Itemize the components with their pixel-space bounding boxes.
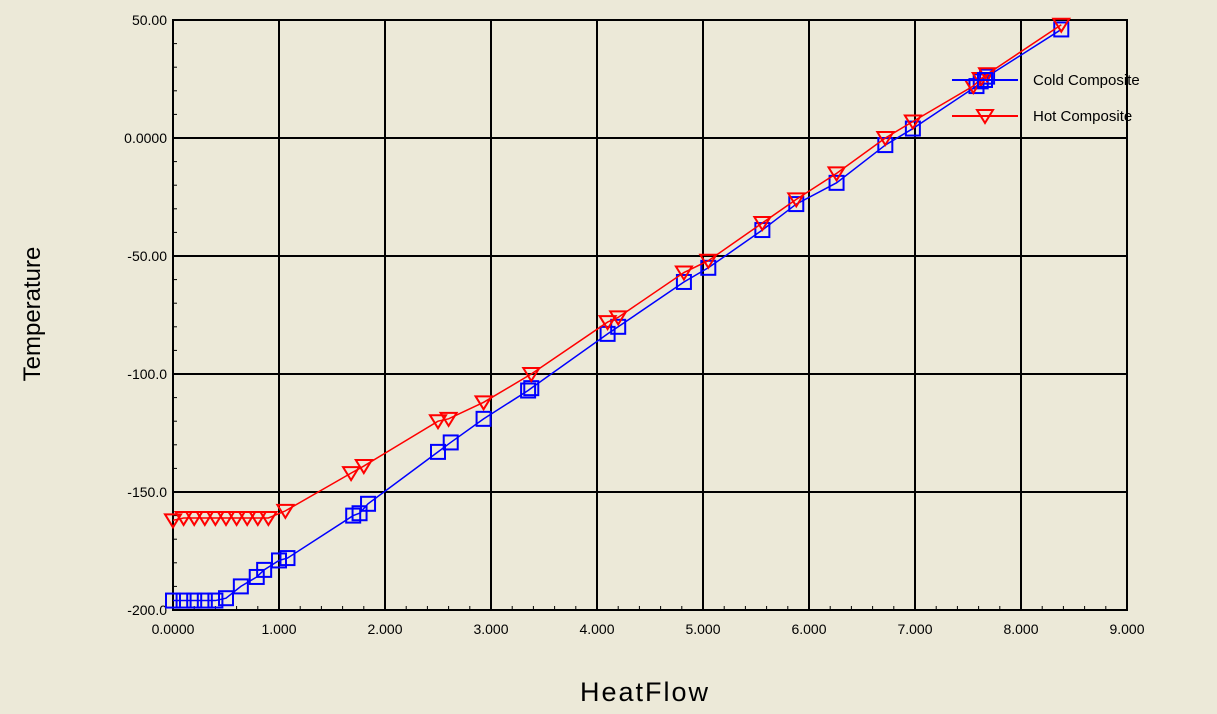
data-point (428, 414, 448, 431)
data-point (354, 459, 374, 475)
data-point (195, 510, 215, 527)
data-point (163, 513, 183, 530)
data-point (207, 592, 224, 609)
data-point (175, 592, 192, 609)
legend-marker (975, 109, 995, 125)
data-point (475, 410, 492, 427)
x-tick-label: 7.000 (897, 621, 932, 637)
x-tick-label: 0.0000 (152, 621, 195, 637)
data-point (786, 192, 807, 209)
data-point (520, 382, 537, 399)
legend-label: Hot Composite (1033, 108, 1132, 125)
data-point (205, 510, 226, 527)
data-point (828, 174, 845, 191)
data-point (875, 131, 896, 147)
legend-label: Cold Composite (1033, 72, 1140, 89)
data-point (597, 315, 618, 331)
data-point (275, 503, 296, 520)
y-tick-label: -200.0 (127, 602, 167, 618)
data-point (232, 578, 249, 595)
data-point (341, 466, 361, 483)
y-tick-label: -50.00 (127, 248, 167, 264)
legend: Cold Composite Hot Composite (952, 72, 1140, 125)
series-line (172, 24, 1062, 522)
data-point (430, 443, 446, 460)
data-point (184, 510, 204, 527)
x-axis-title: HeatFlow (580, 677, 710, 707)
data-point (608, 310, 628, 327)
grid (172, 19, 1128, 611)
data-point (752, 215, 773, 232)
y-axis-title: Temperature (19, 247, 46, 382)
data-point (442, 434, 459, 451)
axes: 0.0000 1.000 2.000 3.000 4.000 5.000 6.000 7.00… (124, 12, 1145, 637)
data-point (521, 367, 542, 383)
data-point (438, 411, 459, 428)
data-point (279, 550, 296, 567)
x-tick-label: 5.000 (685, 621, 720, 637)
x-tick-label: 2.000 (367, 621, 402, 637)
data-point (258, 510, 279, 527)
x-tick-label: 8.000 (1003, 621, 1038, 637)
data-point (196, 592, 213, 609)
data-point (173, 510, 194, 527)
x-tick-label: 6.000 (791, 621, 826, 637)
data-point (675, 273, 692, 290)
data-point (237, 510, 257, 527)
series-hot-composite (163, 17, 1072, 530)
data-point (826, 166, 847, 183)
data-point (186, 592, 203, 609)
series-layer (163, 17, 1072, 609)
data-point (271, 552, 287, 569)
plot-area (172, 19, 1128, 611)
data-point (473, 395, 494, 412)
y-tick-label: -150.0 (127, 484, 167, 500)
data-point (979, 68, 996, 85)
data-point (216, 510, 236, 527)
legend-marker (977, 72, 993, 88)
data-point (165, 592, 181, 609)
data-point (674, 265, 694, 282)
x-tick-label: 9.000 (1109, 621, 1144, 637)
data-point (351, 505, 368, 522)
y-tick-label: 50.00 (132, 12, 167, 28)
data-point (256, 561, 273, 578)
data-point (218, 590, 234, 607)
data-point (1051, 17, 1072, 34)
data-point (248, 510, 268, 527)
data-point (226, 510, 247, 527)
data-point (698, 253, 719, 270)
data-point (903, 114, 923, 131)
series-line (173, 28, 1062, 602)
data-point (610, 318, 627, 335)
y-tick-label: 0.0000 (124, 130, 167, 146)
x-tick-label: 3.000 (473, 621, 508, 637)
x-tick-label: 4.000 (579, 621, 614, 637)
y-tick-label: -100.0 (127, 366, 167, 382)
x-tick-label: 1.000 (261, 621, 296, 637)
data-point (360, 495, 377, 512)
